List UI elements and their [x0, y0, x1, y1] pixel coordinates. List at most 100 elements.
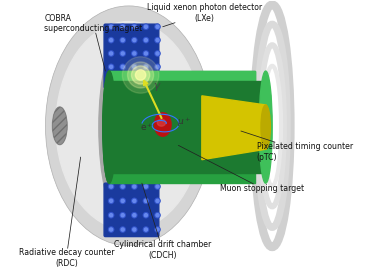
Circle shape	[109, 24, 114, 29]
Text: Muon stopping target: Muon stopping target	[178, 145, 304, 193]
Circle shape	[144, 214, 148, 217]
Circle shape	[110, 25, 113, 28]
Ellipse shape	[122, 57, 159, 93]
Circle shape	[155, 51, 160, 56]
Circle shape	[121, 199, 124, 202]
Circle shape	[143, 198, 149, 204]
Ellipse shape	[261, 105, 270, 149]
Circle shape	[156, 52, 159, 55]
Circle shape	[120, 64, 125, 69]
Polygon shape	[137, 157, 167, 160]
Polygon shape	[140, 98, 170, 102]
Circle shape	[155, 24, 160, 29]
Polygon shape	[121, 157, 151, 160]
Circle shape	[155, 212, 160, 218]
Circle shape	[120, 51, 125, 56]
Polygon shape	[124, 98, 154, 102]
Circle shape	[120, 37, 125, 43]
Circle shape	[120, 198, 125, 204]
Circle shape	[143, 37, 149, 43]
Circle shape	[110, 38, 113, 42]
Polygon shape	[127, 157, 157, 160]
Text: $\gamma$: $\gamma$	[153, 81, 162, 93]
Circle shape	[132, 78, 137, 83]
Circle shape	[132, 198, 137, 204]
Circle shape	[156, 65, 159, 68]
Circle shape	[109, 37, 114, 43]
Circle shape	[110, 228, 113, 231]
Circle shape	[109, 78, 114, 83]
FancyBboxPatch shape	[104, 183, 159, 237]
Circle shape	[110, 199, 113, 202]
Circle shape	[121, 52, 124, 55]
Circle shape	[120, 24, 125, 29]
Circle shape	[144, 79, 148, 82]
Circle shape	[155, 64, 160, 69]
Polygon shape	[140, 157, 170, 160]
Circle shape	[143, 64, 149, 69]
Circle shape	[132, 212, 137, 218]
Ellipse shape	[128, 62, 154, 88]
Circle shape	[132, 184, 137, 189]
Circle shape	[133, 228, 136, 231]
Text: Radiative decay counter
(RDC): Radiative decay counter (RDC)	[19, 157, 114, 268]
Polygon shape	[121, 98, 151, 102]
Circle shape	[132, 64, 137, 69]
Circle shape	[109, 198, 114, 204]
Circle shape	[120, 78, 125, 83]
Circle shape	[143, 78, 149, 83]
Circle shape	[143, 212, 149, 218]
Circle shape	[109, 51, 114, 56]
Ellipse shape	[155, 113, 171, 136]
Circle shape	[143, 184, 149, 189]
Polygon shape	[134, 98, 164, 102]
Circle shape	[133, 38, 136, 42]
Circle shape	[110, 65, 113, 68]
Ellipse shape	[131, 66, 150, 84]
Circle shape	[156, 228, 159, 231]
Circle shape	[155, 37, 160, 43]
Circle shape	[133, 52, 136, 55]
Circle shape	[109, 64, 114, 69]
FancyBboxPatch shape	[109, 71, 255, 95]
Polygon shape	[134, 157, 164, 160]
Circle shape	[121, 38, 124, 42]
Circle shape	[156, 79, 159, 82]
Ellipse shape	[135, 70, 146, 80]
Text: Liquid xenon photon detector
(LXe): Liquid xenon photon detector (LXe)	[147, 3, 262, 27]
Circle shape	[156, 199, 159, 202]
Circle shape	[143, 24, 149, 29]
Circle shape	[109, 184, 114, 189]
Ellipse shape	[105, 44, 142, 211]
Circle shape	[121, 79, 124, 82]
Circle shape	[155, 184, 160, 189]
Circle shape	[144, 52, 148, 55]
Circle shape	[132, 37, 137, 43]
Circle shape	[133, 25, 136, 28]
Circle shape	[121, 228, 124, 231]
Ellipse shape	[157, 119, 166, 126]
Circle shape	[120, 184, 125, 189]
Circle shape	[121, 25, 124, 28]
Circle shape	[120, 227, 125, 232]
Ellipse shape	[103, 71, 116, 183]
Circle shape	[121, 65, 124, 68]
Polygon shape	[143, 157, 173, 160]
Circle shape	[155, 78, 160, 83]
Circle shape	[143, 227, 149, 232]
Ellipse shape	[52, 107, 67, 144]
Circle shape	[156, 185, 159, 188]
Polygon shape	[127, 98, 157, 102]
Polygon shape	[143, 98, 173, 102]
Circle shape	[109, 227, 114, 232]
Polygon shape	[109, 98, 152, 126]
FancyBboxPatch shape	[104, 24, 159, 88]
Circle shape	[110, 79, 113, 82]
Polygon shape	[130, 157, 160, 160]
Circle shape	[120, 212, 125, 218]
Text: COBRA
superconducting magnet: COBRA superconducting magnet	[44, 14, 142, 71]
FancyBboxPatch shape	[109, 82, 268, 173]
Circle shape	[110, 214, 113, 217]
Circle shape	[132, 227, 137, 232]
Circle shape	[156, 25, 159, 28]
